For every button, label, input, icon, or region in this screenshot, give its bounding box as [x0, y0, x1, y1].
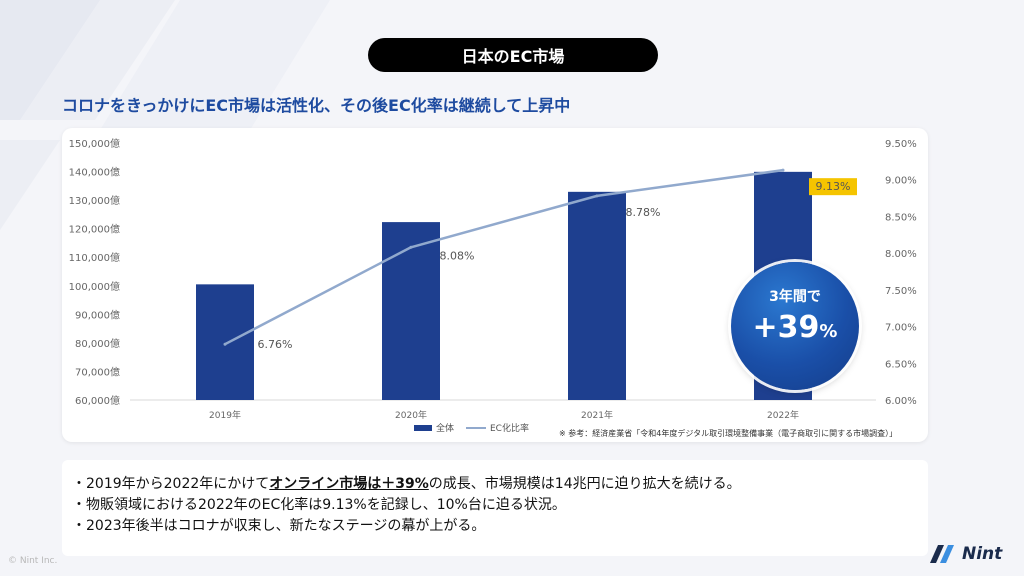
- copyright: © Nint Inc.: [8, 556, 58, 566]
- legend-label: 全体: [436, 422, 454, 434]
- bar-0: [196, 284, 254, 400]
- right-axis-tick: 6.50%: [885, 359, 917, 370]
- x-axis-tick: 2022年: [767, 409, 799, 421]
- left-axis-tick: 150,000億: [69, 137, 120, 150]
- bullet-text: ・2023年後半はコロナが収束し、新たなステージの幕が上がる。: [72, 518, 486, 534]
- logo-text: Nint: [962, 544, 1003, 564]
- left-axis-tick: 90,000億: [75, 308, 120, 321]
- summary-card: [62, 460, 928, 556]
- left-axis-tick: 70,000億: [75, 365, 120, 378]
- bullet-text: ・2019年から2022年にかけて: [72, 476, 270, 492]
- right-axis-tick: 8.00%: [885, 249, 917, 260]
- left-axis-tick: 110,000億: [69, 251, 120, 264]
- left-axis-tick: 60,000億: [75, 394, 120, 407]
- left-axis-tick: 100,000億: [69, 280, 120, 293]
- growth-badge: 3年間で +39%: [731, 262, 859, 390]
- right-axis-tick: 8.50%: [885, 212, 917, 223]
- right-axis-tick: 9.00%: [885, 176, 917, 187]
- highlight-label-bg: [809, 178, 857, 196]
- left-axis-tick: 130,000億: [69, 194, 120, 207]
- bullet-line: ・2019年から2022年にかけてオンライン市場は＋39%の成長、市場規模は14…: [72, 474, 741, 495]
- left-axis-tick: 140,000億: [69, 166, 120, 179]
- bar-2: [568, 191, 626, 400]
- summary-bullets: ・2019年から2022年にかけてオンライン市場は＋39%の成長、市場規模は14…: [72, 474, 741, 537]
- slide-title: 日本のEC市場: [368, 38, 658, 72]
- source-note: ※ 参考：経済産業省「令和4年度デジタル取引環境整備事業（電子商取引に関する市場…: [559, 428, 897, 438]
- data-label: 9.13%: [816, 180, 851, 193]
- ec-rate-point-0: [223, 342, 227, 346]
- badge-value: +39%: [731, 310, 859, 345]
- left-axis-tick: 120,000億: [69, 223, 120, 236]
- x-axis-tick: 2020年: [395, 409, 427, 421]
- data-label: 8.78%: [626, 206, 661, 219]
- headline: コロナをきっかけにEC市場は活性化、その後EC化率は継続して上昇中: [62, 96, 571, 115]
- data-label: 6.76%: [258, 338, 293, 351]
- ec-rate-point-1: [409, 245, 413, 249]
- bullet-text: の成長、市場規模は14兆円に迫り拡大を続ける。: [428, 476, 741, 492]
- badge-number: +39: [752, 310, 820, 345]
- x-axis-tick: 2021年: [581, 409, 613, 421]
- nint-logo: Nint: [928, 543, 1002, 565]
- left-axis-tick: 80,000億: [75, 337, 120, 350]
- ec-rate-point-3: [781, 168, 785, 172]
- badge-caption: 3年間で: [769, 289, 821, 305]
- ec-rate-point-2: [595, 194, 599, 198]
- legend-swatch-bar: [414, 425, 432, 431]
- data-label: 8.08%: [440, 249, 475, 262]
- bullet-text: ・物販領域における2022年のEC化率は9.13%を記録し、10%台に迫る状況。: [72, 497, 566, 513]
- badge-unit: %: [819, 321, 838, 342]
- bar-1: [382, 222, 440, 400]
- right-axis-tick: 9.50%: [885, 139, 917, 150]
- bullet-line: ・2023年後半はコロナが収束し、新たなステージの幕が上がる。: [72, 516, 741, 537]
- right-axis-tick: 7.50%: [885, 286, 917, 297]
- bullet-emphasis: オンライン市場は＋39%: [269, 476, 429, 492]
- ec-rate-line: [224, 168, 784, 346]
- right-axis-tick: 7.00%: [885, 323, 917, 334]
- x-axis-tick: 2019年: [209, 409, 241, 421]
- nint-logo-mark-icon: [930, 545, 954, 563]
- right-axis-tick: 6.00%: [885, 396, 917, 407]
- legend-label: EC化比率: [490, 422, 529, 434]
- bullet-line: ・物販領域における2022年のEC化率は9.13%を記録し、10%台に迫る状況。: [72, 495, 741, 516]
